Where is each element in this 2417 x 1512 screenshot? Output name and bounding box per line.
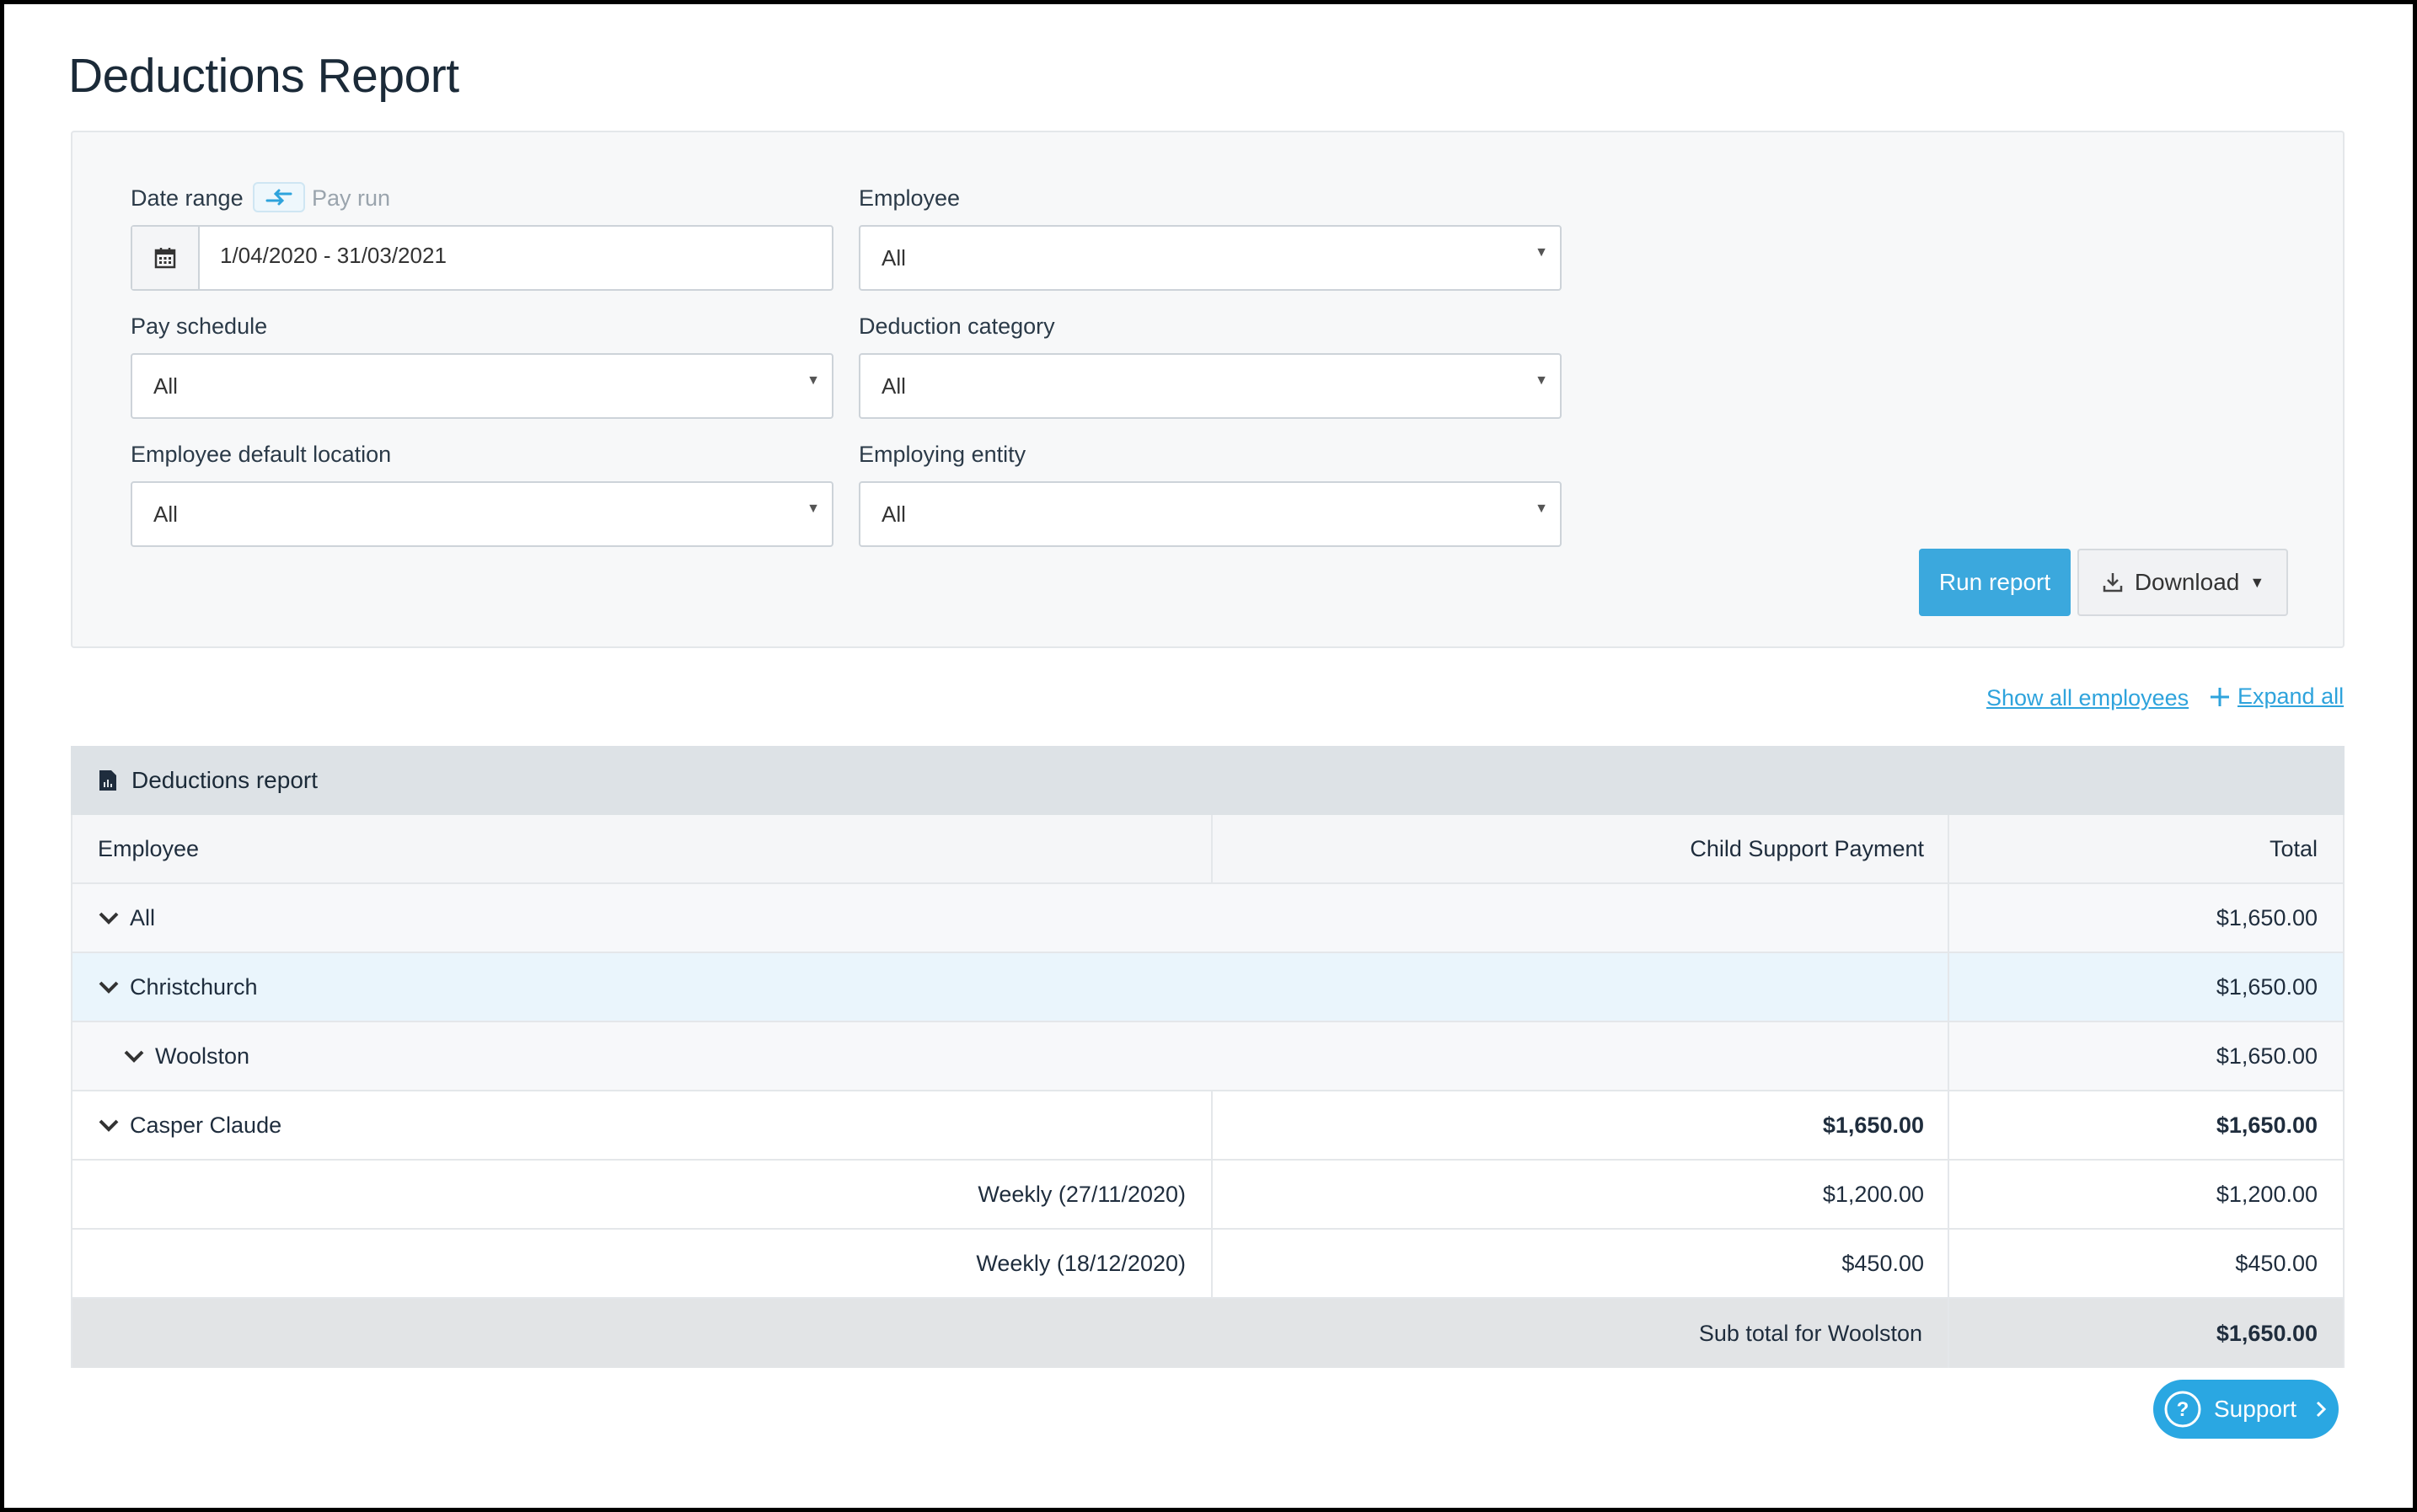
employing-entity-label: Employing entity	[859, 442, 1026, 467]
caret-down-icon: ▼	[807, 501, 820, 516]
deduction-category-label: Deduction category	[859, 314, 1055, 339]
date-range-label: Date range	[131, 185, 244, 211]
run-report-button[interactable]: Run report	[1919, 549, 2071, 616]
column-header-employee: Employee	[98, 835, 200, 861]
group-label: Woolston	[155, 1043, 250, 1069]
group-row-woolston[interactable]: Woolston $1,650.00	[72, 1022, 2343, 1091]
column-header-total: Total	[1948, 815, 2343, 882]
caret-down-icon: ▼	[2249, 573, 2265, 591]
report-header: Deductions report	[71, 746, 2345, 815]
pay-run-row: Weekly (27/11/2020) $1,200.00 $1,200.00	[72, 1161, 2343, 1230]
pay-run-toggle-label[interactable]: Pay run	[312, 185, 391, 211]
group-row-all[interactable]: All $1,650.00	[72, 884, 2343, 953]
report-document-icon	[99, 770, 116, 791]
chevron-down-icon[interactable]	[98, 910, 120, 925]
group-label: Christchurch	[130, 973, 258, 1000]
pay-run-child-support: $1,200.00	[1211, 1161, 1948, 1228]
date-range-field[interactable]: 1/04/2020 - 31/03/2021	[131, 225, 833, 291]
caret-down-icon: ▼	[1535, 373, 1548, 388]
pay-schedule-label: Pay schedule	[131, 314, 268, 339]
location-label: Employee default location	[131, 442, 392, 467]
download-label: Download	[2134, 569, 2240, 595]
location-select-value: All	[153, 501, 178, 527]
date-mode-toggle[interactable]	[253, 182, 305, 212]
chevron-down-icon[interactable]	[98, 979, 120, 995]
download-button[interactable]: Download ▼	[2077, 549, 2288, 616]
pay-run-child-support: $450.00	[1211, 1230, 1948, 1297]
expand-all-link[interactable]: Expand all	[2209, 684, 2344, 710]
employee-select[interactable]: All ▼	[859, 225, 1562, 291]
caret-down-icon: ▼	[1535, 245, 1548, 260]
subtotal-value: $1,650.00	[1948, 1299, 2343, 1368]
calendar-button[interactable]	[132, 227, 200, 289]
deduction-category-select-value: All	[882, 373, 906, 399]
caret-down-icon: ▼	[1535, 501, 1548, 516]
chevron-down-icon[interactable]	[98, 1118, 120, 1133]
pay-run-label: Weekly (27/11/2020)	[978, 1181, 1186, 1207]
employing-entity-select[interactable]: All ▼	[859, 481, 1562, 547]
employee-row[interactable]: Casper Claude $1,650.00 $1,650.00	[72, 1091, 2343, 1161]
chevron-down-icon[interactable]	[123, 1048, 145, 1064]
page-title: Deductions Report	[68, 49, 459, 103]
employee-child-support: $1,650.00	[1211, 1091, 1948, 1159]
show-all-employees-link[interactable]: Show all employees	[1986, 685, 2189, 710]
pay-run-total: $1,200.00	[1948, 1161, 2343, 1228]
group-label: All	[130, 904, 156, 930]
employing-entity-select-value: All	[882, 501, 906, 527]
support-button[interactable]: ? Support	[2153, 1380, 2339, 1439]
chevron-right-icon	[2317, 1401, 2327, 1418]
date-range-value: 1/04/2020 - 31/03/2021	[220, 242, 447, 268]
group-total: $1,650.00	[1948, 1022, 2343, 1090]
report-title: Deductions report	[131, 767, 319, 793]
subtotal-label: Sub total for Woolston	[1698, 1320, 1922, 1346]
help-circle-icon: ?	[2164, 1391, 2201, 1428]
download-icon	[2103, 573, 2123, 592]
plus-icon	[2211, 687, 2229, 706]
group-total: $1,650.00	[1948, 884, 2343, 952]
caret-down-icon: ▼	[807, 373, 820, 388]
subtotal-row: Sub total for Woolston $1,650.00	[72, 1299, 2343, 1368]
svg-text:?: ?	[2177, 1398, 2189, 1421]
report-table: Employee Child Support Payment Total All…	[71, 815, 2345, 1368]
pay-schedule-select-value: All	[153, 373, 178, 399]
location-select[interactable]: All ▼	[131, 481, 833, 547]
deduction-category-select[interactable]: All ▼	[859, 353, 1562, 419]
calendar-icon	[154, 248, 176, 269]
employee-select-value: All	[882, 244, 906, 271]
pay-schedule-select[interactable]: All ▼	[131, 353, 833, 419]
support-label: Support	[2214, 1396, 2297, 1422]
pay-run-row: Weekly (18/12/2020) $450.00 $450.00	[72, 1230, 2343, 1299]
group-row-christchurch[interactable]: Christchurch $1,650.00	[72, 953, 2343, 1022]
group-total: $1,650.00	[1948, 953, 2343, 1021]
expand-all-label: Expand all	[2237, 684, 2345, 709]
employee-label: Employee	[859, 185, 961, 211]
employee-total: $1,650.00	[1948, 1091, 2343, 1159]
pay-run-total: $450.00	[1948, 1230, 2343, 1297]
pay-run-label: Weekly (18/12/2020)	[976, 1250, 1186, 1276]
swap-arrows-icon	[265, 189, 292, 206]
table-header-row: Employee Child Support Payment Total	[72, 815, 2343, 884]
employee-name: Casper Claude	[130, 1112, 282, 1138]
column-header-child-support: Child Support Payment	[1211, 815, 1948, 882]
